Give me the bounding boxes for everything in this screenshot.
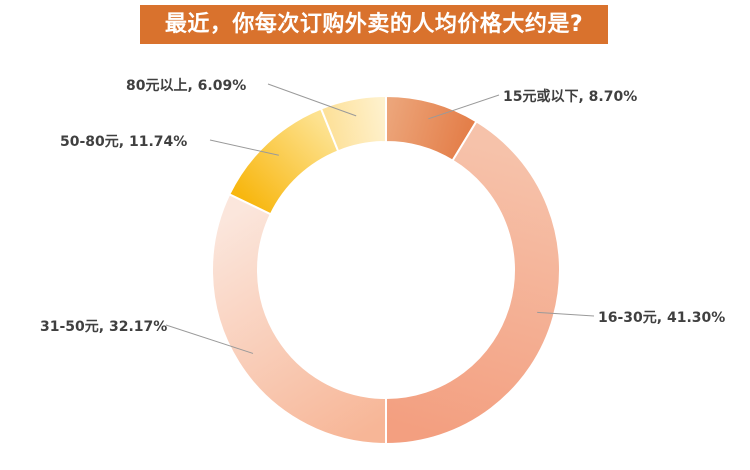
data-label-3: 50-80元, 11.74% (60, 134, 187, 150)
data-label-1: 16-30元, 41.30% (598, 310, 725, 326)
data-label-4: 80元以上, 6.09% (126, 78, 246, 94)
data-labels: 15元或以下, 8.70% 16-30元, 41.30% 31-50元, 32.17… (40, 78, 725, 335)
leader-line-0 (428, 94, 500, 120)
data-label-2: 31-50元, 32.17% (40, 319, 167, 335)
data-label-0: 15元或以下, 8.70% (503, 88, 637, 105)
slice-3 (228, 107, 340, 216)
leader-line-2 (165, 324, 254, 354)
slice-4 (319, 94, 387, 153)
slice-1 (385, 119, 561, 446)
leader-line-1 (537, 311, 595, 317)
leader-line-3 (209, 139, 279, 156)
chart-title: 最近，你每次订购外卖的人均价格大约是? (140, 5, 608, 44)
donut-slices (211, 94, 561, 446)
leader-line-4 (267, 83, 357, 117)
leader-lines (165, 83, 595, 354)
slice-2 (211, 192, 387, 446)
